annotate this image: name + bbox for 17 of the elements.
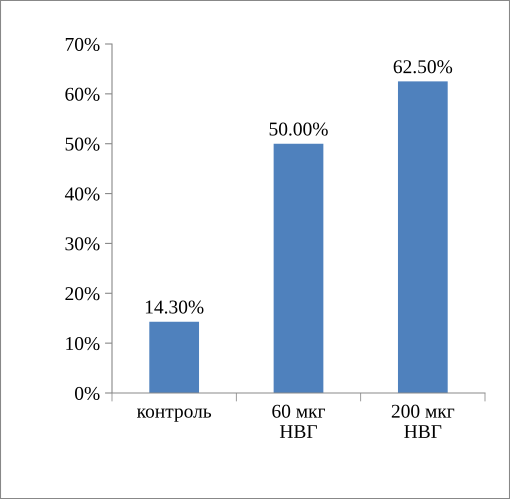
data-label: 62.50% (394, 60, 452, 74)
y-tick-label: 10% (66, 336, 100, 350)
y-tick-label: 40% (64, 187, 100, 201)
y-tick-label: 60% (65, 88, 100, 101)
y-tick-label: 70% (66, 38, 100, 51)
x-tick-label: 200 мкг НВГ (392, 404, 454, 438)
bar (398, 81, 448, 393)
y-tick-label: 30% (65, 237, 100, 250)
y-tick-label: 50% (66, 138, 100, 151)
x-tick-label: контроль (136, 408, 212, 422)
y-tick-label: 20% (65, 287, 100, 300)
data-label: 50.00% (270, 122, 328, 136)
bar (274, 144, 324, 393)
x-tick-label: 60 мкг НВГ (272, 404, 326, 438)
y-tick-label: 0% (75, 386, 100, 400)
data-label: 14.30% (146, 300, 204, 314)
bar (149, 322, 200, 393)
